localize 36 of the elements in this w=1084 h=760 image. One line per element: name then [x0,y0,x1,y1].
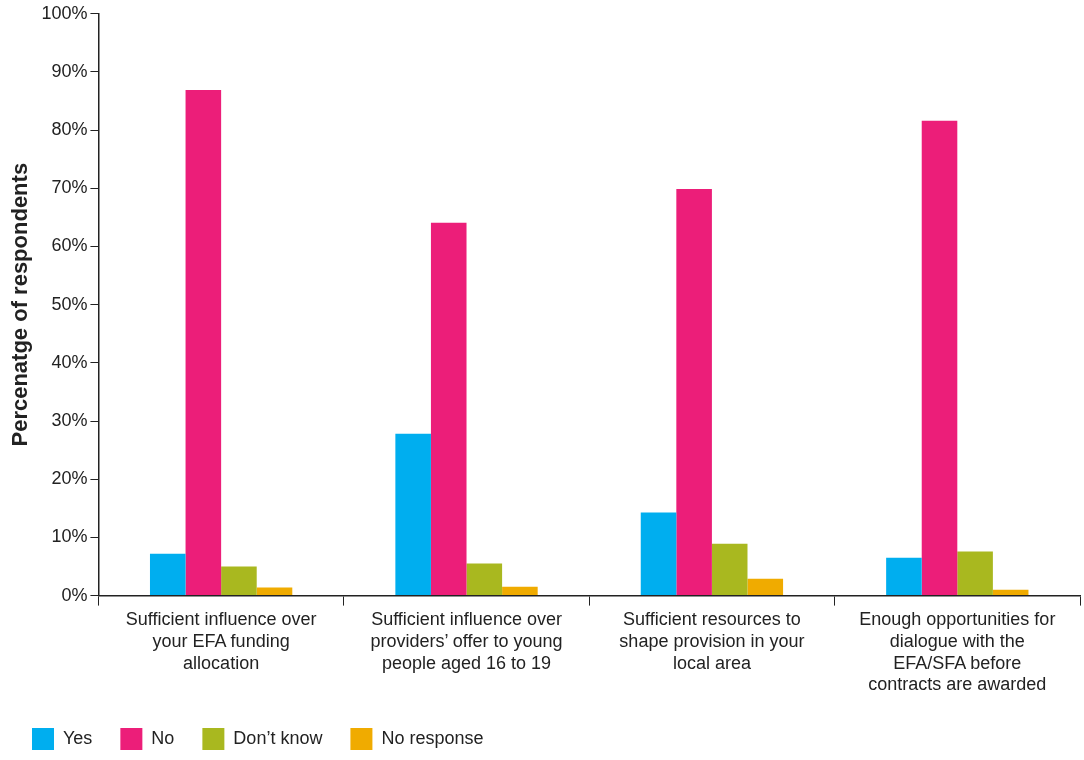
bar [466,563,503,596]
y-tick-label: 60% [51,235,88,256]
bar [221,566,257,596]
x-tick-label: Sufficient influence over providers’ offer to young people aged 16 to 19 [370,609,563,673]
y-tick-label: 70% [51,177,88,198]
bar [395,433,431,596]
bar [957,551,993,596]
bar [149,553,186,596]
y-tick-label: 90% [51,60,88,81]
legend-label: No response [381,727,484,748]
bar [886,557,922,596]
bar [185,90,222,596]
x-tick-label: Sufficient resources to shape provision in your local area [619,609,805,673]
y-tick-label: 30% [51,410,88,431]
y-tick-label: 40% [51,351,88,372]
y-tick-label: 10% [51,526,88,547]
x-tick-label: Enough opportunities for dialogue with the EFA/SFA before contracts are awarded [859,609,1056,695]
bar [430,222,467,596]
legend-label: Yes [63,727,93,748]
legend-label: No [151,727,175,748]
y-tick-label: 0% [61,584,88,605]
y-tick-label: 20% [51,468,88,489]
bar [992,589,1029,596]
bar [502,586,538,596]
legend-label: Don’t know [233,727,324,748]
bar [676,188,712,596]
bar [747,578,784,596]
y-tick-label: 80% [51,119,88,140]
x-tick-label: Sufficient influence over your EFA funding allocation [125,609,317,673]
bar [256,587,293,596]
y-tick-label: 100% [41,2,88,23]
bar [921,120,958,596]
bar [711,543,748,596]
bar [640,512,677,596]
y-tick-label: 50% [51,293,88,314]
y-axis-title: Percenatge of respondents [7,162,33,447]
